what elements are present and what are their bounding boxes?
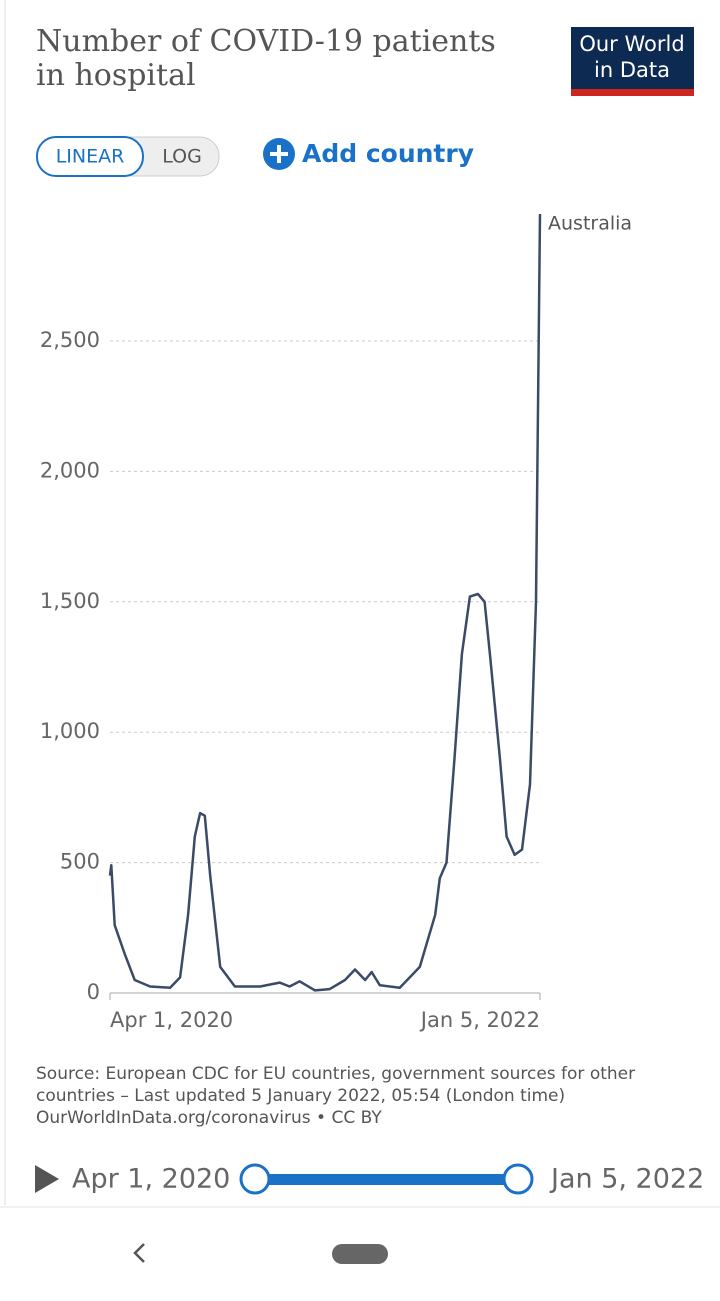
home-button[interactable] (332, 1244, 388, 1264)
x-tick-label: Jan 5, 2022 (419, 1008, 540, 1032)
play-button[interactable] (35, 1165, 59, 1193)
timeline-end: Jan 5, 2022 (549, 1164, 704, 1195)
plus (270, 145, 288, 163)
back-button[interactable] (133, 1243, 145, 1263)
linear-button[interactable] (36, 136, 144, 177)
logo-bar (571, 89, 694, 96)
y-tick-label: 1,500 (40, 589, 100, 613)
timeline-start: Apr 1, 2020 (72, 1164, 230, 1195)
source: Source: European CDC for EU countries, g… (36, 1064, 635, 1084)
y-tick-label: 0 (87, 980, 100, 1004)
source: OurWorldInData.org/coronavirus • CC BY (36, 1108, 382, 1128)
add-country[interactable]: Add country (302, 139, 474, 168)
logo-text: Our World (579, 32, 684, 56)
source: countries – Last updated 5 January 2022,… (36, 1086, 565, 1106)
y-tick-label: 2,000 (40, 458, 100, 482)
logo-text: in Data (594, 58, 670, 82)
series-label: Australia (548, 213, 632, 235)
timeline-handle[interactable] (502, 1163, 534, 1195)
plot: 0 500 1,000 1,500 2,000 2,500 Apr 1, 2020 Jan 5… (40, 213, 632, 1033)
timeline-handle[interactable] (239, 1163, 271, 1195)
series-line (108, 213, 542, 992)
timeline-track (255, 1174, 518, 1185)
title-line: Number of COVID-19 patients (36, 24, 496, 59)
logo[interactable] (571, 27, 694, 89)
y-tick-label: 500 (60, 850, 100, 874)
y-tick-label: 2,500 (40, 328, 100, 352)
log-button[interactable]: LOG (162, 146, 202, 168)
y-tick-label: 1,000 (40, 719, 100, 743)
title-line: in hospital (36, 58, 196, 93)
x-tick-label: Apr 1, 2020 (110, 1008, 233, 1032)
linear-label: LINEAR (56, 146, 125, 168)
